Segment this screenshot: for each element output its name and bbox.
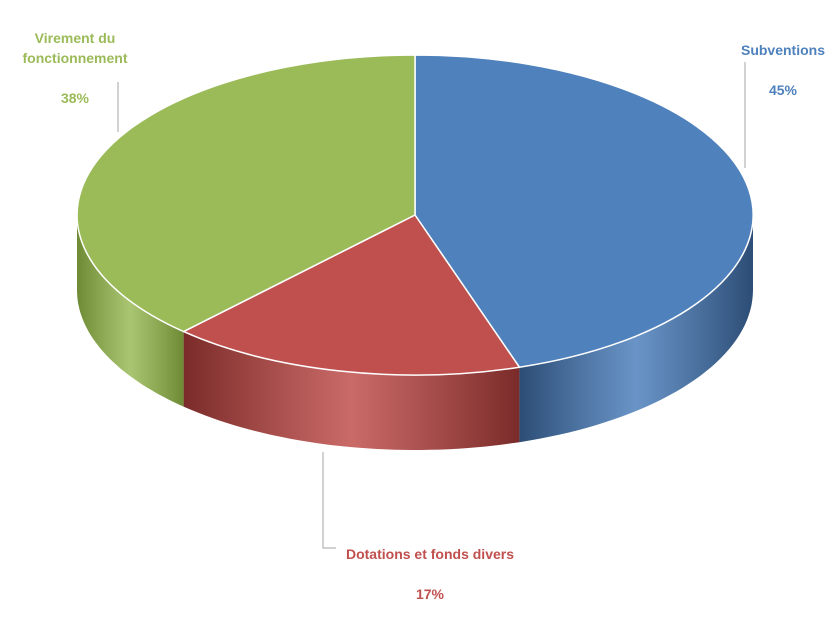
pie-chart-canvas: [76, 54, 754, 549]
slice-label-percent: 38%: [60, 90, 90, 106]
slice-top-1: [414, 54, 754, 368]
slice-label-percent: 17%: [415, 586, 445, 602]
slice-label-subventions: Subventions 45%: [718, 20, 840, 120]
slice-side-1: [519, 215, 753, 443]
slice-label-name: Subventions: [740, 42, 825, 58]
slice-side-2: [183, 331, 520, 450]
pie-chart: Subventions 45% Dotations et fonds diver…: [0, 8, 840, 602]
slice-side-3: [77, 215, 184, 407]
slice-top-2: [182, 214, 521, 376]
slice-label-name: Virement du fonctionnement: [22, 30, 128, 66]
slice-label-virement: Virement du fonctionnement 38%: [0, 8, 150, 128]
slice-label-percent: 45%: [768, 82, 798, 98]
slice-label-name: Dotations et fonds divers: [345, 546, 515, 562]
slice-label-dotations: Dotations et fonds divers 17%: [335, 524, 525, 624]
slice-top-3: [76, 54, 416, 333]
leader-line-3: [322, 452, 336, 549]
